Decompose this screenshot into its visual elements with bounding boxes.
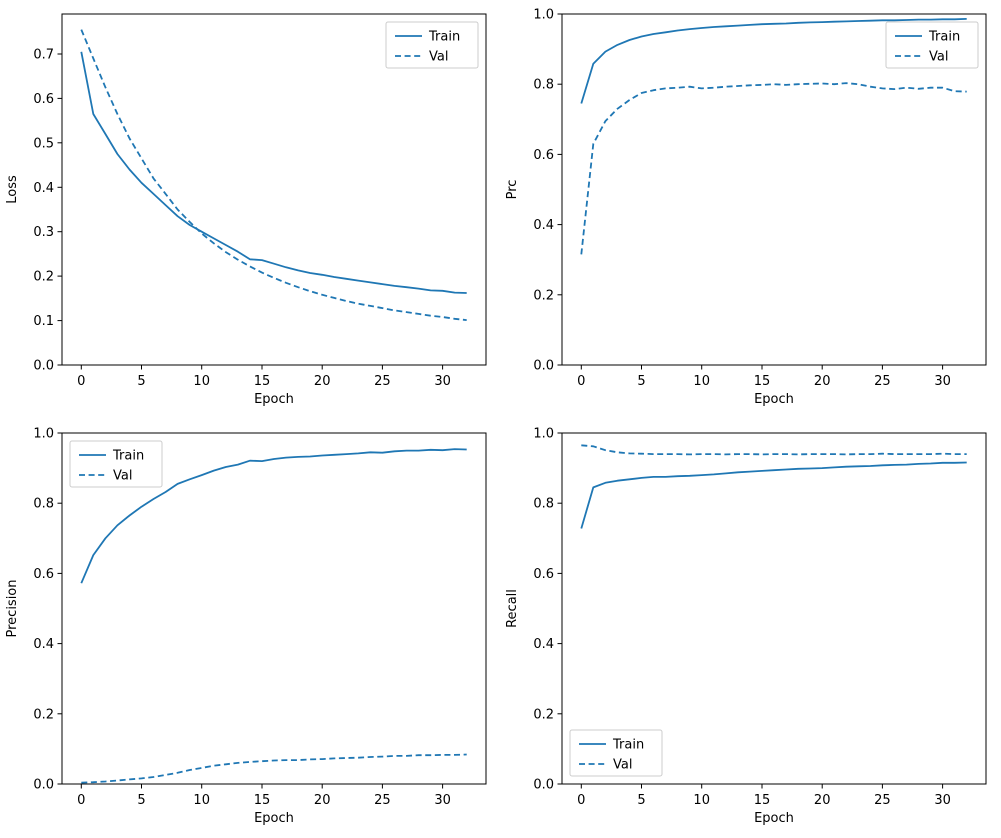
x-tick-label: 10 [693,793,710,808]
y-tick-label: 0.4 [33,637,54,652]
y-tick-label: 1.0 [33,427,54,442]
y-tick-label: 0.6 [33,92,54,107]
y-tick-label: 0.8 [533,497,554,512]
x-axis-label: Epoch [754,811,794,826]
plot-frame [61,432,487,785]
y-tick-label: 0.1 [33,314,54,329]
y-tick-label: 1.0 [533,427,554,442]
recall-val-line [581,444,967,456]
prc-train-line [580,18,967,104]
y-tick-label: 0.0 [533,778,554,793]
y-tick-label: 0.6 [33,567,54,582]
y-tick-label: 0.8 [533,78,554,93]
loss-train-line [80,51,467,294]
y-tick-label: 0.5 [33,136,54,151]
y-axis-label: Prc [505,180,520,200]
y-tick-label: 0.0 [33,359,54,374]
x-tick-label: 25 [374,374,391,389]
legend-val-label: Val [113,469,132,484]
x-tick-label: 0 [577,374,585,389]
precision-chart: 0 5 10 15 20 25 30 0.0 0.2 0.4 0.6 0.8 1.0 Epoch Preci… [0,419,500,838]
x-tick-label: 25 [374,793,391,808]
loss-plot: 0 5 10 15 20 25 30 0.0 0.1 0.2 0.3 0.4 0.5 0.6 0.7 Epoc… [5,13,487,407]
y-tick-label: 0.0 [533,359,554,374]
recall-plot: 0 5 10 15 20 25 30 0.0 0.2 0.4 0.6 0.8 1.0 Epoch Recal… [505,427,987,826]
x-tick-label: 0 [77,793,85,808]
x-tick-label: 20 [814,793,831,808]
plot-frame [561,432,987,785]
legend-train-label: Train [112,449,144,464]
x-tick-label: 20 [314,793,331,808]
plot-frame [561,13,987,366]
precision-train-line [80,448,467,584]
x-tick-label: 5 [637,374,645,389]
x-tick-label: 20 [814,374,831,389]
y-axis-label: Precision [5,579,20,637]
loss-val-line [80,29,467,321]
y-tick-label: 0.8 [33,497,54,512]
x-tick-label: 10 [193,374,210,389]
x-tick-label: 30 [434,793,451,808]
x-tick-label: 30 [934,793,951,808]
x-tick-label: 25 [874,374,891,389]
plot-frame [61,13,487,366]
x-tick-label: 0 [77,374,85,389]
recall-chart: 0 5 10 15 20 25 30 0.0 0.2 0.4 0.6 0.8 1.0 Epoch Recal… [500,419,1001,838]
x-axis-label: Epoch [254,392,294,407]
x-tick-label: 20 [314,374,331,389]
y-tick-label: 1.0 [533,8,554,23]
legend-val-label: Val [929,50,948,65]
x-tick-label: 15 [754,374,771,389]
x-axis-label: Epoch [754,392,794,407]
prc-val-line [580,82,967,255]
y-tick-label: 0.2 [533,707,554,722]
x-tick-label: 25 [874,793,891,808]
x-tick-label: 0 [577,793,585,808]
y-tick-label: 0.4 [533,637,554,652]
y-tick-label: 0.4 [533,218,554,233]
y-axis-label: Loss [5,175,20,204]
y-tick-label: 0.6 [533,567,554,582]
x-tick-label: 15 [254,374,271,389]
prc-chart: 0 5 10 15 20 25 30 0.0 0.2 0.4 0.6 0.8 1.0 Epoch Prc Tr… [500,0,1001,419]
legend-train-label: Train [612,738,644,753]
legend-train-label: Train [928,30,960,45]
y-axis-label: Recall [505,589,520,628]
prc-plot: 0 5 10 15 20 25 30 0.0 0.2 0.4 0.6 0.8 1.0 Epoch Prc Tr… [505,8,987,407]
recall-train-line [580,461,967,529]
x-tick-label: 30 [934,374,951,389]
y-tick-label: 0.7 [33,48,54,63]
x-tick-label: 30 [434,374,451,389]
y-tick-label: 0.0 [33,778,54,793]
loss-chart: 0 5 10 15 20 25 30 0.0 0.1 0.2 0.3 0.4 0.5 0.6 0.7 Epoc… [0,0,500,419]
legend-val-label: Val [613,758,632,773]
y-tick-label: 0.6 [533,148,554,163]
legend-val-label: Val [429,50,448,65]
x-tick-label: 5 [137,793,145,808]
y-tick-label: 0.2 [533,288,554,303]
x-axis-label: Epoch [254,811,294,826]
x-tick-label: 15 [254,793,271,808]
x-tick-label: 15 [754,793,771,808]
x-tick-label: 10 [193,793,210,808]
y-tick-label: 0.2 [33,707,54,722]
precision-val-line [81,753,467,784]
y-tick-label: 0.3 [33,225,54,240]
legend-train-label: Train [428,30,460,45]
x-tick-label: 5 [137,374,145,389]
x-tick-label: 10 [693,374,710,389]
x-tick-label: 5 [637,793,645,808]
precision-plot: 0 5 10 15 20 25 30 0.0 0.2 0.4 0.6 0.8 1.0 Epoch Preci… [5,427,487,826]
y-tick-label: 0.2 [33,270,54,285]
y-tick-label: 0.4 [33,181,54,196]
